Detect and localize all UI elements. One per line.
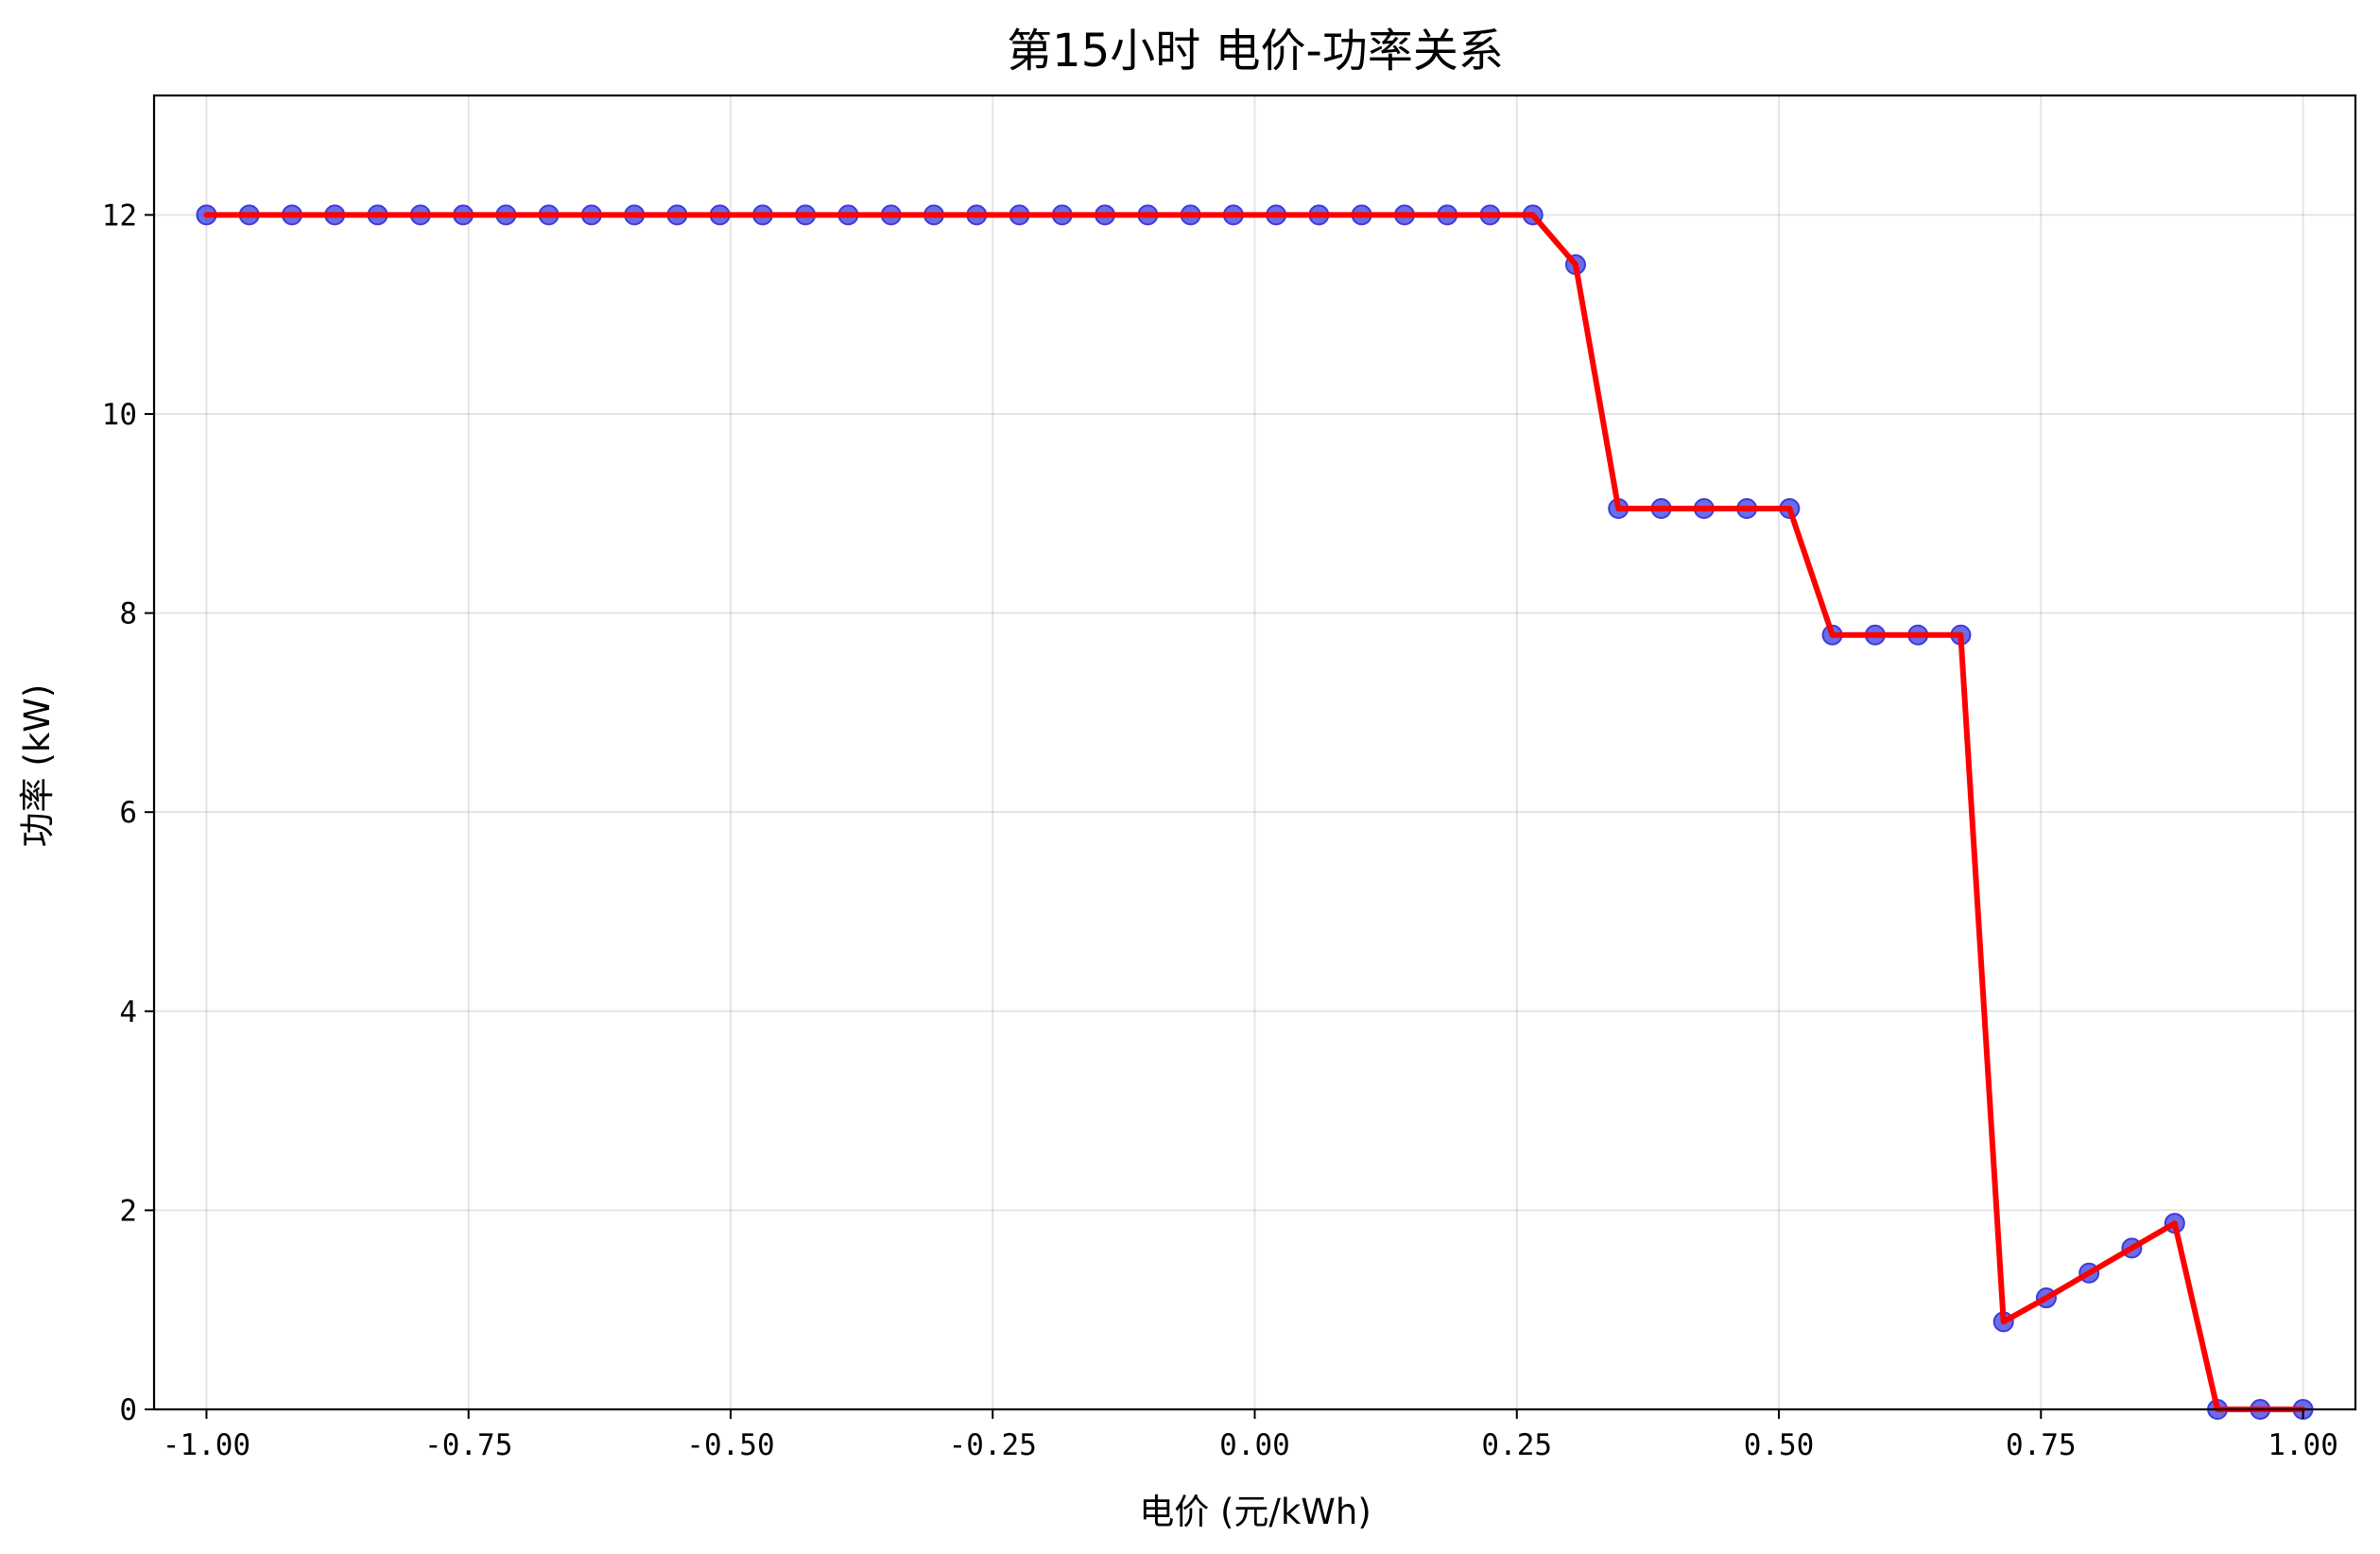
x-tick-label: 0.25 [1481,1428,1552,1462]
y-tick-label: 12 [102,199,137,233]
y-tick-label: 10 [102,398,137,432]
y-tick-label: 0 [119,1393,137,1427]
x-tick-label: -1.00 [163,1428,250,1462]
ticks: -1.00 -0.75 -0.50 -0.25 0.00 0.25 0.50 0.75 1.00… [102,199,2338,1462]
x-tick-label: -0.50 [686,1428,774,1462]
chart-title: 第15小时 电价-功率关系 [1007,25,1504,78]
series [196,204,2314,1420]
y-tick-label: 8 [119,597,137,631]
y-tick-label: 2 [119,1194,137,1228]
x-axis-label: 电价 (元/kWh) [1139,1492,1371,1532]
x-tick-label: 0.00 [1219,1428,1290,1462]
x-tick-label: -0.25 [949,1428,1037,1462]
series-line [203,212,2306,1412]
y-tick-label: 6 [119,796,137,830]
x-tick-label: 1.00 [2268,1428,2338,1462]
x-tick-label: -0.75 [424,1428,512,1462]
x-tick-label: 0.75 [2006,1428,2077,1462]
x-tick-label: 0.50 [1744,1428,1815,1462]
y-axis-label: 功率 (kW) [17,684,58,848]
y-tick-label: 4 [119,995,137,1029]
